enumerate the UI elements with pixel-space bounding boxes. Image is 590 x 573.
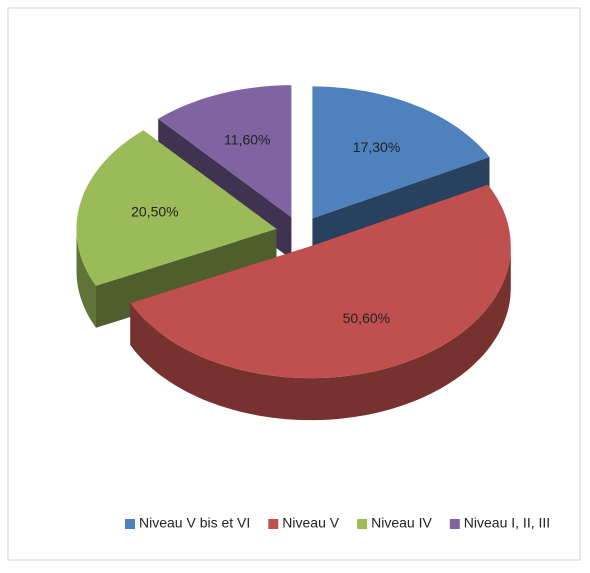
data-label: 50,60% xyxy=(343,310,390,326)
legend-label: Niveau I, II, III xyxy=(464,515,550,531)
slice-wall xyxy=(76,228,96,328)
pie: 11,60% 17,30% 20,50% 50,60% xyxy=(76,85,511,421)
legend-swatch xyxy=(357,519,368,529)
slice xyxy=(76,130,277,286)
data-label: 17,30% xyxy=(353,139,400,155)
slice xyxy=(130,184,511,379)
legend-label: Niveau V bis et VI xyxy=(139,515,250,531)
data-label: 11,60% xyxy=(224,131,270,147)
data-label: 20,50% xyxy=(131,203,178,219)
legend-swatch xyxy=(125,519,135,529)
legend: Niveau V bis et VI Niveau V Niveau IV Nivea… xyxy=(125,515,550,531)
slice xyxy=(312,86,490,219)
legend-label: Niveau V xyxy=(282,515,339,531)
slice xyxy=(158,85,292,218)
legend-label: Niveau IV xyxy=(371,515,432,531)
legend-swatch xyxy=(449,519,460,529)
legend-swatch xyxy=(268,519,279,529)
slice-wall xyxy=(130,246,511,421)
